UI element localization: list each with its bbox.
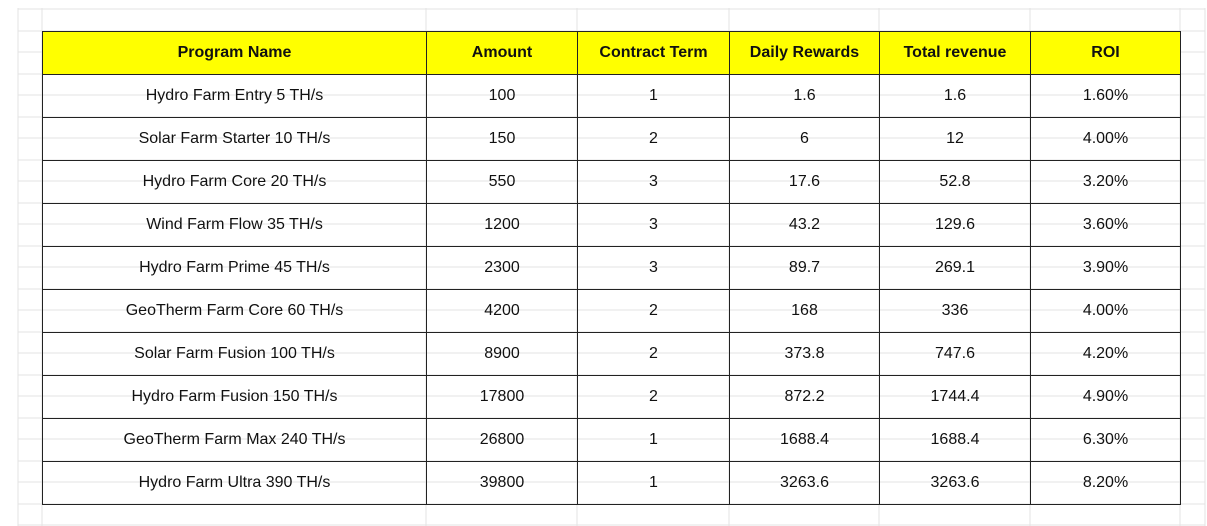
table-cell: 2 xyxy=(577,375,730,419)
table-cell: 3.60% xyxy=(1030,203,1181,247)
table-cell: 12 xyxy=(879,117,1031,161)
table-cell: 373.8 xyxy=(729,332,880,376)
table-cell: 1200 xyxy=(426,203,578,247)
header-cell: Daily Rewards xyxy=(729,31,880,75)
table-row: Hydro Farm Prime 45 TH/s 2300 3 89.7 269.1 3.… xyxy=(42,246,1181,290)
table-cell: 4.20% xyxy=(1030,332,1181,376)
table-cell: Hydro Farm Core 20 TH/s xyxy=(42,160,427,204)
header-cell: Program Name xyxy=(42,31,427,75)
header-row: Program Name Amount Contract Term Daily Rew… xyxy=(42,31,1181,75)
table-cell: 4.00% xyxy=(1030,289,1181,333)
table-cell: 52.8 xyxy=(879,160,1031,204)
header-cell: Total revenue xyxy=(879,31,1031,75)
table-cell: 1.6 xyxy=(729,74,880,118)
header-cell: ROI xyxy=(1030,31,1181,75)
table-cell: 39800 xyxy=(426,461,578,505)
table-row: Hydro Farm Entry 5 TH/s 100 1 1.6 1.6 1.60% xyxy=(42,74,1181,118)
table-cell: 1 xyxy=(577,74,730,118)
table-cell: Hydro Farm Fusion 150 TH/s xyxy=(42,375,427,419)
table-row: Wind Farm Flow 35 TH/s 1200 3 43.2 129.6 3.60… xyxy=(42,203,1181,247)
table-cell: 26800 xyxy=(426,418,578,462)
table-cell: 2300 xyxy=(426,246,578,290)
data-table: Program Name Amount Contract Term Daily Rew… xyxy=(42,31,1181,505)
table-cell: Wind Farm Flow 35 TH/s xyxy=(42,203,427,247)
table-cell: 1 xyxy=(577,418,730,462)
table-cell: 3.90% xyxy=(1030,246,1181,290)
table-cell: 1 xyxy=(577,461,730,505)
table-cell: 168 xyxy=(729,289,880,333)
table-cell: 2 xyxy=(577,117,730,161)
table-cell: 336 xyxy=(879,289,1031,333)
table-cell: 3 xyxy=(577,203,730,247)
table-cell: 3263.6 xyxy=(729,461,880,505)
table-cell: 17.6 xyxy=(729,160,880,204)
table-cell: GeoTherm Farm Core 60 TH/s xyxy=(42,289,427,333)
table-cell: 3.20% xyxy=(1030,160,1181,204)
table-cell: 1.6 xyxy=(879,74,1031,118)
table-cell: Solar Farm Fusion 100 TH/s xyxy=(42,332,427,376)
table-cell: 872.2 xyxy=(729,375,880,419)
table-cell: Solar Farm Starter 10 TH/s xyxy=(42,117,427,161)
table-cell: 550 xyxy=(426,160,578,204)
table-cell: 6.30% xyxy=(1030,418,1181,462)
table-cell: 6 xyxy=(729,117,880,161)
table-cell: 4200 xyxy=(426,289,578,333)
table-row: Solar Farm Starter 10 TH/s 150 2 6 12 4.00% xyxy=(42,117,1181,161)
table-cell: Hydro Farm Ultra 390 TH/s xyxy=(42,461,427,505)
table-cell: 1688.4 xyxy=(729,418,880,462)
table-cell: 1688.4 xyxy=(879,418,1031,462)
table-cell: 100 xyxy=(426,74,578,118)
table-row: GeoTherm Farm Max 240 TH/s 26800 1 1688.4 16… xyxy=(42,418,1181,462)
table-cell: GeoTherm Farm Max 240 TH/s xyxy=(42,418,427,462)
table-cell: 8900 xyxy=(426,332,578,376)
table-cell: 269.1 xyxy=(879,246,1031,290)
table-cell: 3 xyxy=(577,246,730,290)
table-cell: 2 xyxy=(577,289,730,333)
table-cell: Hydro Farm Prime 45 TH/s xyxy=(42,246,427,290)
table-cell: 4.90% xyxy=(1030,375,1181,419)
table-cell: Hydro Farm Entry 5 TH/s xyxy=(42,74,427,118)
table-cell: 129.6 xyxy=(879,203,1031,247)
table-cell: 8.20% xyxy=(1030,461,1181,505)
table-cell: 17800 xyxy=(426,375,578,419)
header-cell: Amount xyxy=(426,31,578,75)
header-cell: Contract Term xyxy=(577,31,730,75)
table-cell: 4.00% xyxy=(1030,117,1181,161)
table-cell: 747.6 xyxy=(879,332,1031,376)
table-row: Hydro Farm Ultra 390 TH/s 39800 1 3263.6 326… xyxy=(42,461,1181,505)
table-cell: 89.7 xyxy=(729,246,880,290)
table-body: Hydro Farm Entry 5 TH/s 100 1 1.6 1.6 1.60% So… xyxy=(42,74,1181,505)
table-cell: 1744.4 xyxy=(879,375,1031,419)
table-cell: 43.2 xyxy=(729,203,880,247)
table-cell: 3263.6 xyxy=(879,461,1031,505)
table-cell: 150 xyxy=(426,117,578,161)
table-row: GeoTherm Farm Core 60 TH/s 4200 2 168 336 4.0… xyxy=(42,289,1181,333)
table-cell: 2 xyxy=(577,332,730,376)
table-row: Solar Farm Fusion 100 TH/s 8900 2 373.8 747.… xyxy=(42,332,1181,376)
table-row: Hydro Farm Core 20 TH/s 550 3 17.6 52.8 3.20% xyxy=(42,160,1181,204)
table-cell: 1.60% xyxy=(1030,74,1181,118)
table-row: Hydro Farm Fusion 150 TH/s 17800 2 872.2 174… xyxy=(42,375,1181,419)
table-cell: 3 xyxy=(577,160,730,204)
